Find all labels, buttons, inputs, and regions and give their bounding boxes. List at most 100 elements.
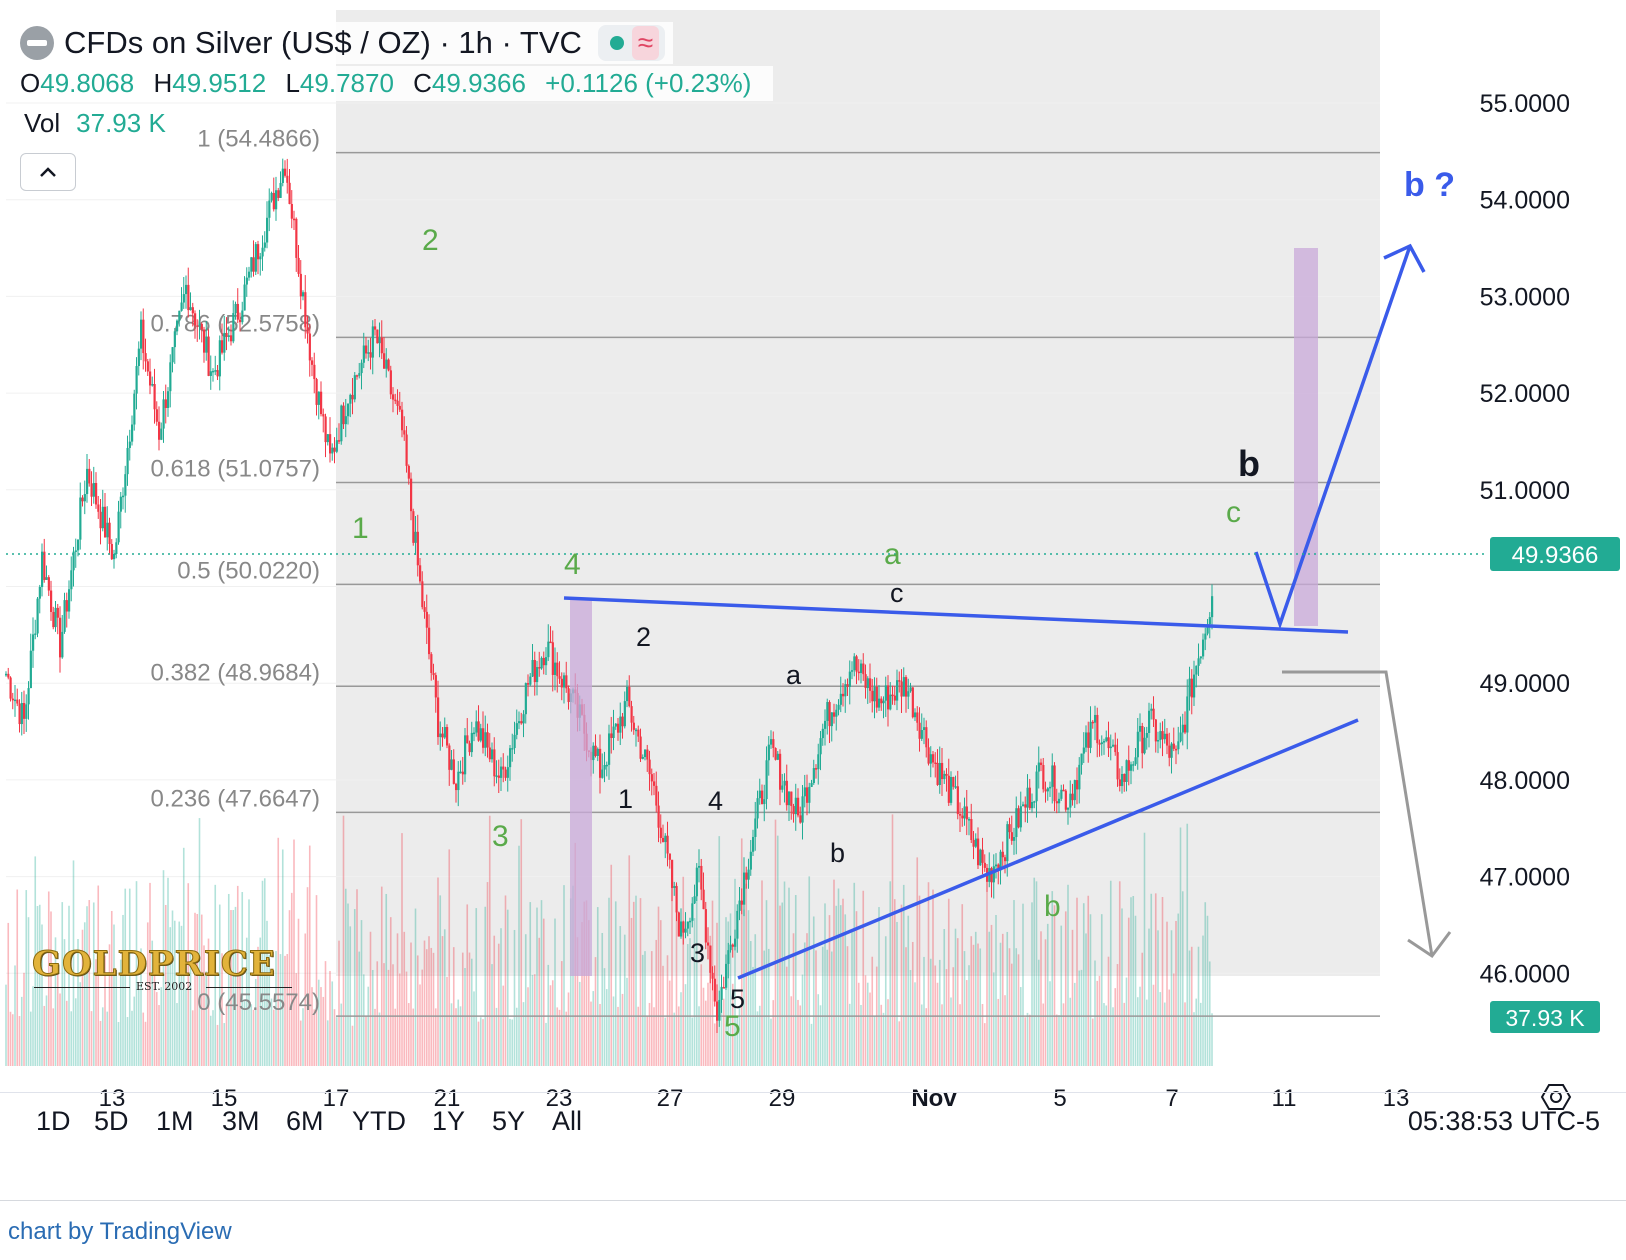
candle-body — [455, 783, 458, 791]
candle-body — [182, 294, 185, 303]
tradingview-credit-link[interactable]: chart by TradingView — [8, 1218, 232, 1245]
volume-bar — [383, 963, 385, 1066]
candle-body — [308, 333, 311, 361]
candle-body — [990, 868, 993, 883]
candle-body — [392, 394, 395, 400]
volume-bar — [1177, 913, 1180, 1066]
volume-bar — [862, 890, 865, 1066]
volume-bar — [565, 1011, 568, 1066]
candle-body — [776, 753, 779, 760]
fib-label-0: 1 (54.4866) — [197, 126, 320, 153]
candle-body — [419, 565, 422, 582]
candle-body — [128, 441, 131, 448]
candle-body — [927, 747, 930, 764]
candle-body — [1049, 786, 1052, 789]
range-button-1y[interactable]: 1Y — [432, 1106, 466, 1136]
candle-body — [54, 607, 57, 628]
range-button-1m[interactable]: 1M — [156, 1106, 194, 1136]
candle-body — [754, 818, 757, 837]
volume-bar — [421, 969, 424, 1066]
volume-bar — [1024, 1017, 1027, 1066]
volume-bar — [1114, 988, 1117, 1066]
volume-bar — [695, 878, 698, 1066]
volume-bar — [644, 951, 646, 1066]
volume-bar — [47, 891, 50, 1066]
volume-bar — [1190, 946, 1193, 1066]
candle-body — [626, 686, 629, 702]
volume-bar — [943, 929, 946, 1066]
fib-label-4: 0.382 (48.9684) — [151, 659, 320, 686]
volume-bar — [950, 997, 952, 1066]
range-button-6m[interactable]: 6M — [286, 1106, 324, 1136]
symbol-legend[interactable]: CFDs on Silver (US$ / OZ) · 1h · TVC ≈ — [20, 22, 674, 64]
volume-bar — [488, 815, 491, 1066]
volume-bar — [761, 880, 763, 1066]
volume-bar — [655, 939, 658, 1066]
close-value: 49.9366 — [431, 68, 526, 98]
candle-body — [761, 790, 764, 805]
volume-bar — [99, 1020, 102, 1066]
volume-bar — [637, 1006, 640, 1066]
range-button-3m[interactable]: 3M — [222, 1106, 260, 1136]
volume-bar — [763, 950, 766, 1066]
volume-bar — [1078, 970, 1081, 1066]
volume-bar — [425, 949, 428, 1066]
candle-body — [288, 182, 291, 204]
volume-bar — [819, 1005, 822, 1066]
volume-bar — [1157, 930, 1159, 1066]
volume-bar — [1049, 981, 1051, 1066]
candle-body — [837, 704, 840, 710]
range-button-1d[interactable]: 1D — [36, 1106, 71, 1136]
volume-bar — [371, 969, 374, 1066]
volume-bar — [578, 981, 581, 1066]
volume-bar — [963, 951, 966, 1066]
candle-body — [194, 313, 197, 326]
volume-bar — [61, 902, 64, 1066]
volume-bar — [626, 977, 628, 1066]
volume-bar — [590, 1001, 592, 1066]
status-pill[interactable]: ≈ — [597, 25, 666, 61]
volume-bar — [135, 881, 138, 1066]
volume-bar — [1150, 893, 1153, 1066]
candle-body — [684, 928, 687, 933]
volume-bar — [900, 904, 903, 1066]
candle-body — [545, 657, 548, 666]
range-button-ytd[interactable]: YTD — [352, 1106, 406, 1136]
volume-bar — [216, 1024, 219, 1066]
candle-body — [797, 797, 800, 816]
collapse-legend-button[interactable] — [20, 153, 76, 191]
volume-bar — [320, 987, 322, 1066]
candle-body — [698, 865, 701, 868]
candle-body — [527, 683, 530, 685]
volume-bar — [117, 1022, 120, 1066]
range-button-all[interactable]: All — [552, 1106, 583, 1136]
volume-bar — [92, 902, 95, 1066]
candle-body — [905, 677, 908, 697]
volume-bar — [14, 965, 16, 1066]
candle-body — [610, 733, 613, 738]
volume-bar — [41, 924, 43, 1066]
candle-body — [146, 361, 149, 372]
volume-bar — [617, 1006, 619, 1066]
range-button-5y[interactable]: 5Y — [492, 1106, 526, 1136]
volume-bar — [529, 902, 532, 1066]
candle-body — [162, 399, 165, 429]
candle-body — [77, 539, 80, 551]
candle-body — [830, 712, 833, 727]
silver-symbol-icon — [20, 26, 54, 60]
candle-body — [1161, 731, 1164, 740]
range-button-5d[interactable]: 5D — [94, 1106, 129, 1136]
volume-bar — [479, 1017, 482, 1066]
candle-body — [189, 307, 192, 311]
volume-bar — [734, 878, 736, 1066]
candle-body — [1015, 808, 1018, 838]
candle-body — [173, 331, 176, 348]
candle-body — [846, 684, 849, 688]
candle-body — [938, 762, 941, 785]
green-wave-1: 1 — [352, 512, 369, 545]
volume-bar — [122, 914, 124, 1066]
candle-body — [27, 688, 30, 705]
volume-bar — [936, 982, 939, 1066]
candle-body — [956, 786, 959, 815]
